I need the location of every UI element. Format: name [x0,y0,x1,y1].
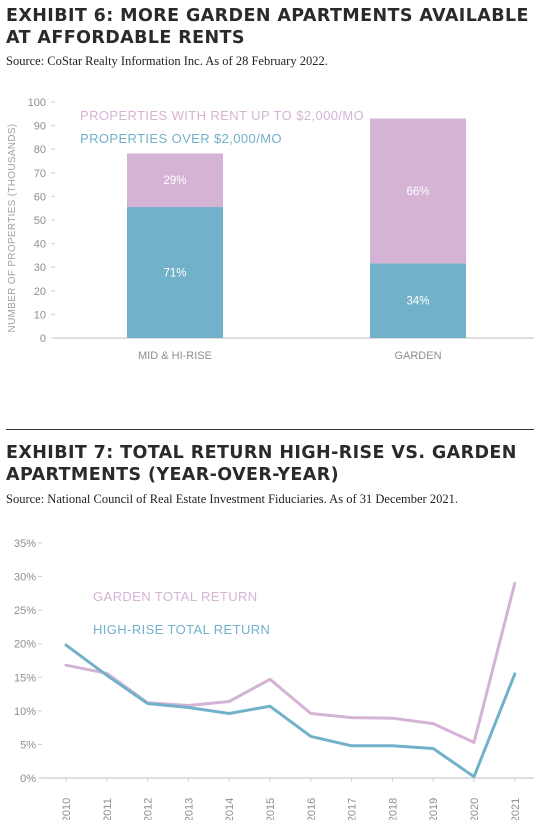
series-line [64,581,517,744]
x-category-label: MID & HI-RISE [138,350,212,362]
section-divider [6,429,534,430]
bar-segment [370,263,466,338]
y-tick-label: 80 [34,144,46,156]
x-category-label: GARDEN [394,350,441,362]
x-tick-label: 2016 [306,798,318,820]
y-tick-label: 0 [40,333,46,345]
y-tick-label: 20 [34,286,46,298]
bar-segment [127,153,223,208]
y-tick-label: 60 [34,191,46,203]
exhibit-7-title: EXHIBIT 7: TOTAL RETURN HIGH-RISE VS. GA… [6,443,517,485]
legend-label: GARDEN TOTAL RETURN [93,589,258,604]
y-tick-label: 0% [20,773,36,785]
x-tick-label: 2013 [183,798,195,820]
legend-label: PROPERTIES WITH RENT UP TO $2,000/MO [80,108,364,123]
y-tick-label: 5% [20,739,36,751]
series-line [64,643,517,779]
y-tick-label: 30% [14,572,36,584]
bar-percent-label: 34% [406,296,429,308]
y-tick-label: 30 [34,262,46,274]
y-tick-label: 25% [14,605,36,617]
bar-percent-label: 29% [163,175,186,187]
exhibit-6-title: EXHIBIT 6: MORE GARDEN APARTMENTS AVAILA… [6,6,529,48]
legend-label: PROPERTIES OVER $2,000/MO [80,131,282,146]
bar-percent-label: 71% [163,268,186,280]
y-tick-label: 20% [14,639,36,651]
y-tick-label: 50 [34,215,46,227]
y-tick-label: 40 [34,239,46,251]
y-axis-title: NUMBER OF PROPERTIES (THOUSANDS) [7,124,18,333]
y-tick-label: 10 [34,309,46,321]
y-tick-label: 70 [34,168,46,180]
bar-percent-label: 66% [406,186,429,198]
x-tick-label: 2021 [510,798,522,820]
exhibit-6-source: Source: CoStar Realty Information Inc. A… [6,54,328,68]
exhibit-6-bar-chart: 0 10 20 30 40 50 60 70 80 90 100 NUMBER OF PROPERTI… [7,97,534,362]
x-tick-label: 2019 [428,798,440,820]
x-tick-label: 2011 [102,798,114,820]
x-tick-label: 2014 [224,798,236,820]
exhibit-7-line-chart: 0% 5% 10% 15% 20% 25% 30% 35% 2010 2011 2012 2013 20… [14,538,534,820]
y-tick-label: 15% [14,672,36,684]
x-tick-label: 2020 [469,798,481,820]
y-tick-label: 90 [34,121,46,133]
y-tick-label: 10% [14,706,36,718]
bar-segment [127,207,223,338]
y-tick-label: 35% [14,538,36,550]
exhibit-7-source: Source: National Council of Real Estate … [6,492,458,506]
x-tick-label: 2010 [61,798,73,820]
bar-segment [370,118,466,264]
x-tick-label: 2015 [265,798,277,820]
x-tick-label: 2012 [143,798,155,820]
x-tick-label: 2017 [347,798,359,820]
y-tick-label: 100 [28,97,46,109]
legend-label: HIGH-RISE TOTAL RETURN [93,622,270,637]
x-tick-label: 2018 [387,798,399,820]
